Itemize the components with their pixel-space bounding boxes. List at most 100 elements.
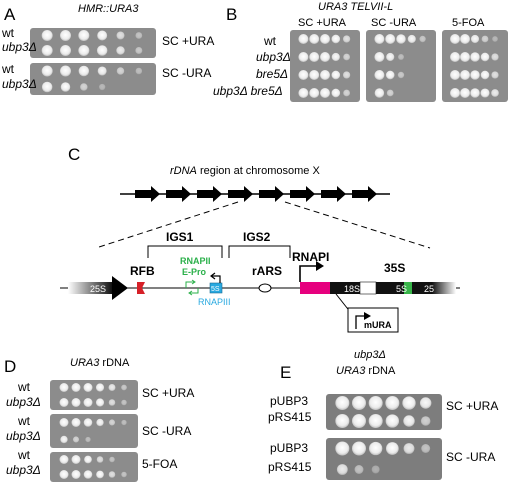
colony-spot (59, 398, 69, 407)
colony-spot (78, 30, 90, 41)
panel-d-plates (50, 380, 138, 482)
colony-spot (41, 30, 53, 41)
right-25s-fade (432, 282, 456, 294)
colony-spot (108, 399, 116, 406)
panel-b-plate-sc-minus-ura-background (366, 30, 436, 102)
panel-b-plate-sc-ura (290, 30, 360, 102)
panel-e-plate-sc-minus-ura (326, 438, 442, 480)
colony-spot (320, 88, 330, 98)
s35-label: 35S (384, 261, 405, 275)
colony-spot (402, 396, 416, 410)
panel-d-letter: D (4, 357, 16, 376)
rars-label: rARS (252, 264, 282, 278)
panel-d-header-rest: rDNA (99, 357, 130, 369)
colony-spot (41, 65, 53, 77)
panel-e-row1-label2: pRS415 (268, 410, 312, 424)
s25b-label: 25 (424, 284, 434, 294)
colony-spot (99, 83, 106, 91)
colony-spot (71, 398, 81, 407)
colony-spot (60, 30, 71, 41)
colony-spot (78, 45, 90, 56)
colony-spot (96, 470, 104, 479)
colony-spot (450, 34, 460, 44)
colony-spot (116, 46, 125, 55)
colony-spot (352, 414, 366, 428)
colony-spot (385, 414, 400, 428)
colony-spot (470, 52, 480, 62)
panel-e: E ubp3Δ URA3 rDNA pUBP3 pRS415 SC +URA p… (268, 349, 498, 480)
rars-origin (258, 283, 272, 293)
colony-spot (121, 384, 127, 391)
colony-spot (59, 455, 69, 464)
s5b-label: 5S (396, 284, 407, 294)
panel-d-row1-label1: wt (17, 380, 31, 394)
panel-b-condition-1: SC +URA (298, 17, 347, 29)
mura-arrow (355, 315, 366, 329)
panel-b: B URA3 TELVII-L SC +URA SC -URA 5-FOA wt… (213, 1, 508, 102)
colony-spot (385, 70, 395, 80)
colony-spot (480, 88, 490, 98)
colony-spot (116, 67, 125, 75)
colony-spot (108, 384, 116, 391)
panel-a-row2-label2: ubp3Δ (2, 77, 37, 91)
colony-spot (374, 34, 385, 44)
panel-b-header: URA3 TELVII-L (318, 1, 393, 13)
left-25s-label: 25S (90, 284, 106, 294)
colony-spot (460, 88, 470, 98)
colony-spot (374, 52, 385, 62)
colony-spot (96, 45, 108, 56)
panel-d-plate-5foa (50, 452, 138, 482)
colony-spot (84, 455, 92, 464)
panel-e-plates (326, 394, 442, 480)
panel-c: C rDNA region at chromosome X IGS1 IGS2 … (60, 145, 460, 333)
rnapiii-arrow (212, 275, 221, 283)
colony-spot (354, 465, 364, 474)
colony-spot (108, 471, 116, 478)
colony-spot (336, 464, 348, 475)
colony-spot (450, 88, 460, 98)
colony-spot (450, 52, 460, 62)
panel-a-row1-label2: ubp3Δ (2, 40, 37, 54)
panel-d-row3-label2: ubp3Δ (6, 463, 41, 477)
colony-spot (397, 71, 405, 79)
panel-d-row1-condition: SC +URA (142, 386, 194, 400)
panel-b-strain-1: wt (263, 34, 277, 48)
panel-e-header-line2-rest: rDNA (365, 365, 396, 377)
panel-d-header-italic: URA3 (70, 357, 100, 369)
colony-spot (491, 53, 499, 61)
panel-b-strain-4: ubp3Δ bre5Δ (213, 84, 283, 98)
panel-a-plates (30, 28, 156, 95)
rfb-marker (137, 282, 145, 294)
rdna-repeat-arrow (228, 186, 253, 202)
colony-spot (343, 53, 351, 61)
panel-e-row1-condition: SC +URA (446, 399, 498, 413)
colony-spot (421, 444, 431, 453)
rdna-repeat-arrow (259, 186, 284, 202)
colony-spot (298, 70, 309, 80)
colony-spot (83, 418, 93, 427)
rnapii-label: RNAPII (180, 256, 211, 266)
colony-spot (398, 54, 404, 60)
igs2-label: IGS2 (243, 230, 271, 244)
panel-b-condition-2: SC -URA (371, 17, 417, 29)
epro-arrow-reverse (190, 288, 199, 294)
panel-e-letter: E (280, 363, 291, 382)
panel-a: A HMR::URA3 wt ubp3Δ SC +URA wt ubp3Δ SC… (1, 3, 214, 95)
colony-spot (71, 470, 81, 479)
colony-spot (135, 67, 143, 75)
colony-spot (491, 71, 499, 79)
colony-spot (78, 65, 90, 77)
colony-spot (343, 89, 351, 97)
colony-spot (71, 418, 81, 427)
colony-spot (59, 418, 69, 427)
colony-spot (95, 383, 105, 392)
panel-e-row2-condition: SC -URA (446, 450, 495, 464)
colony-spot (368, 441, 383, 456)
panel-b-plates (290, 30, 508, 102)
colony-spot (109, 456, 115, 463)
colony-spot (135, 32, 143, 39)
colony-spot (309, 88, 320, 98)
colony-spot (396, 34, 406, 44)
colony-spot (420, 416, 431, 426)
colony-spot (407, 34, 416, 44)
